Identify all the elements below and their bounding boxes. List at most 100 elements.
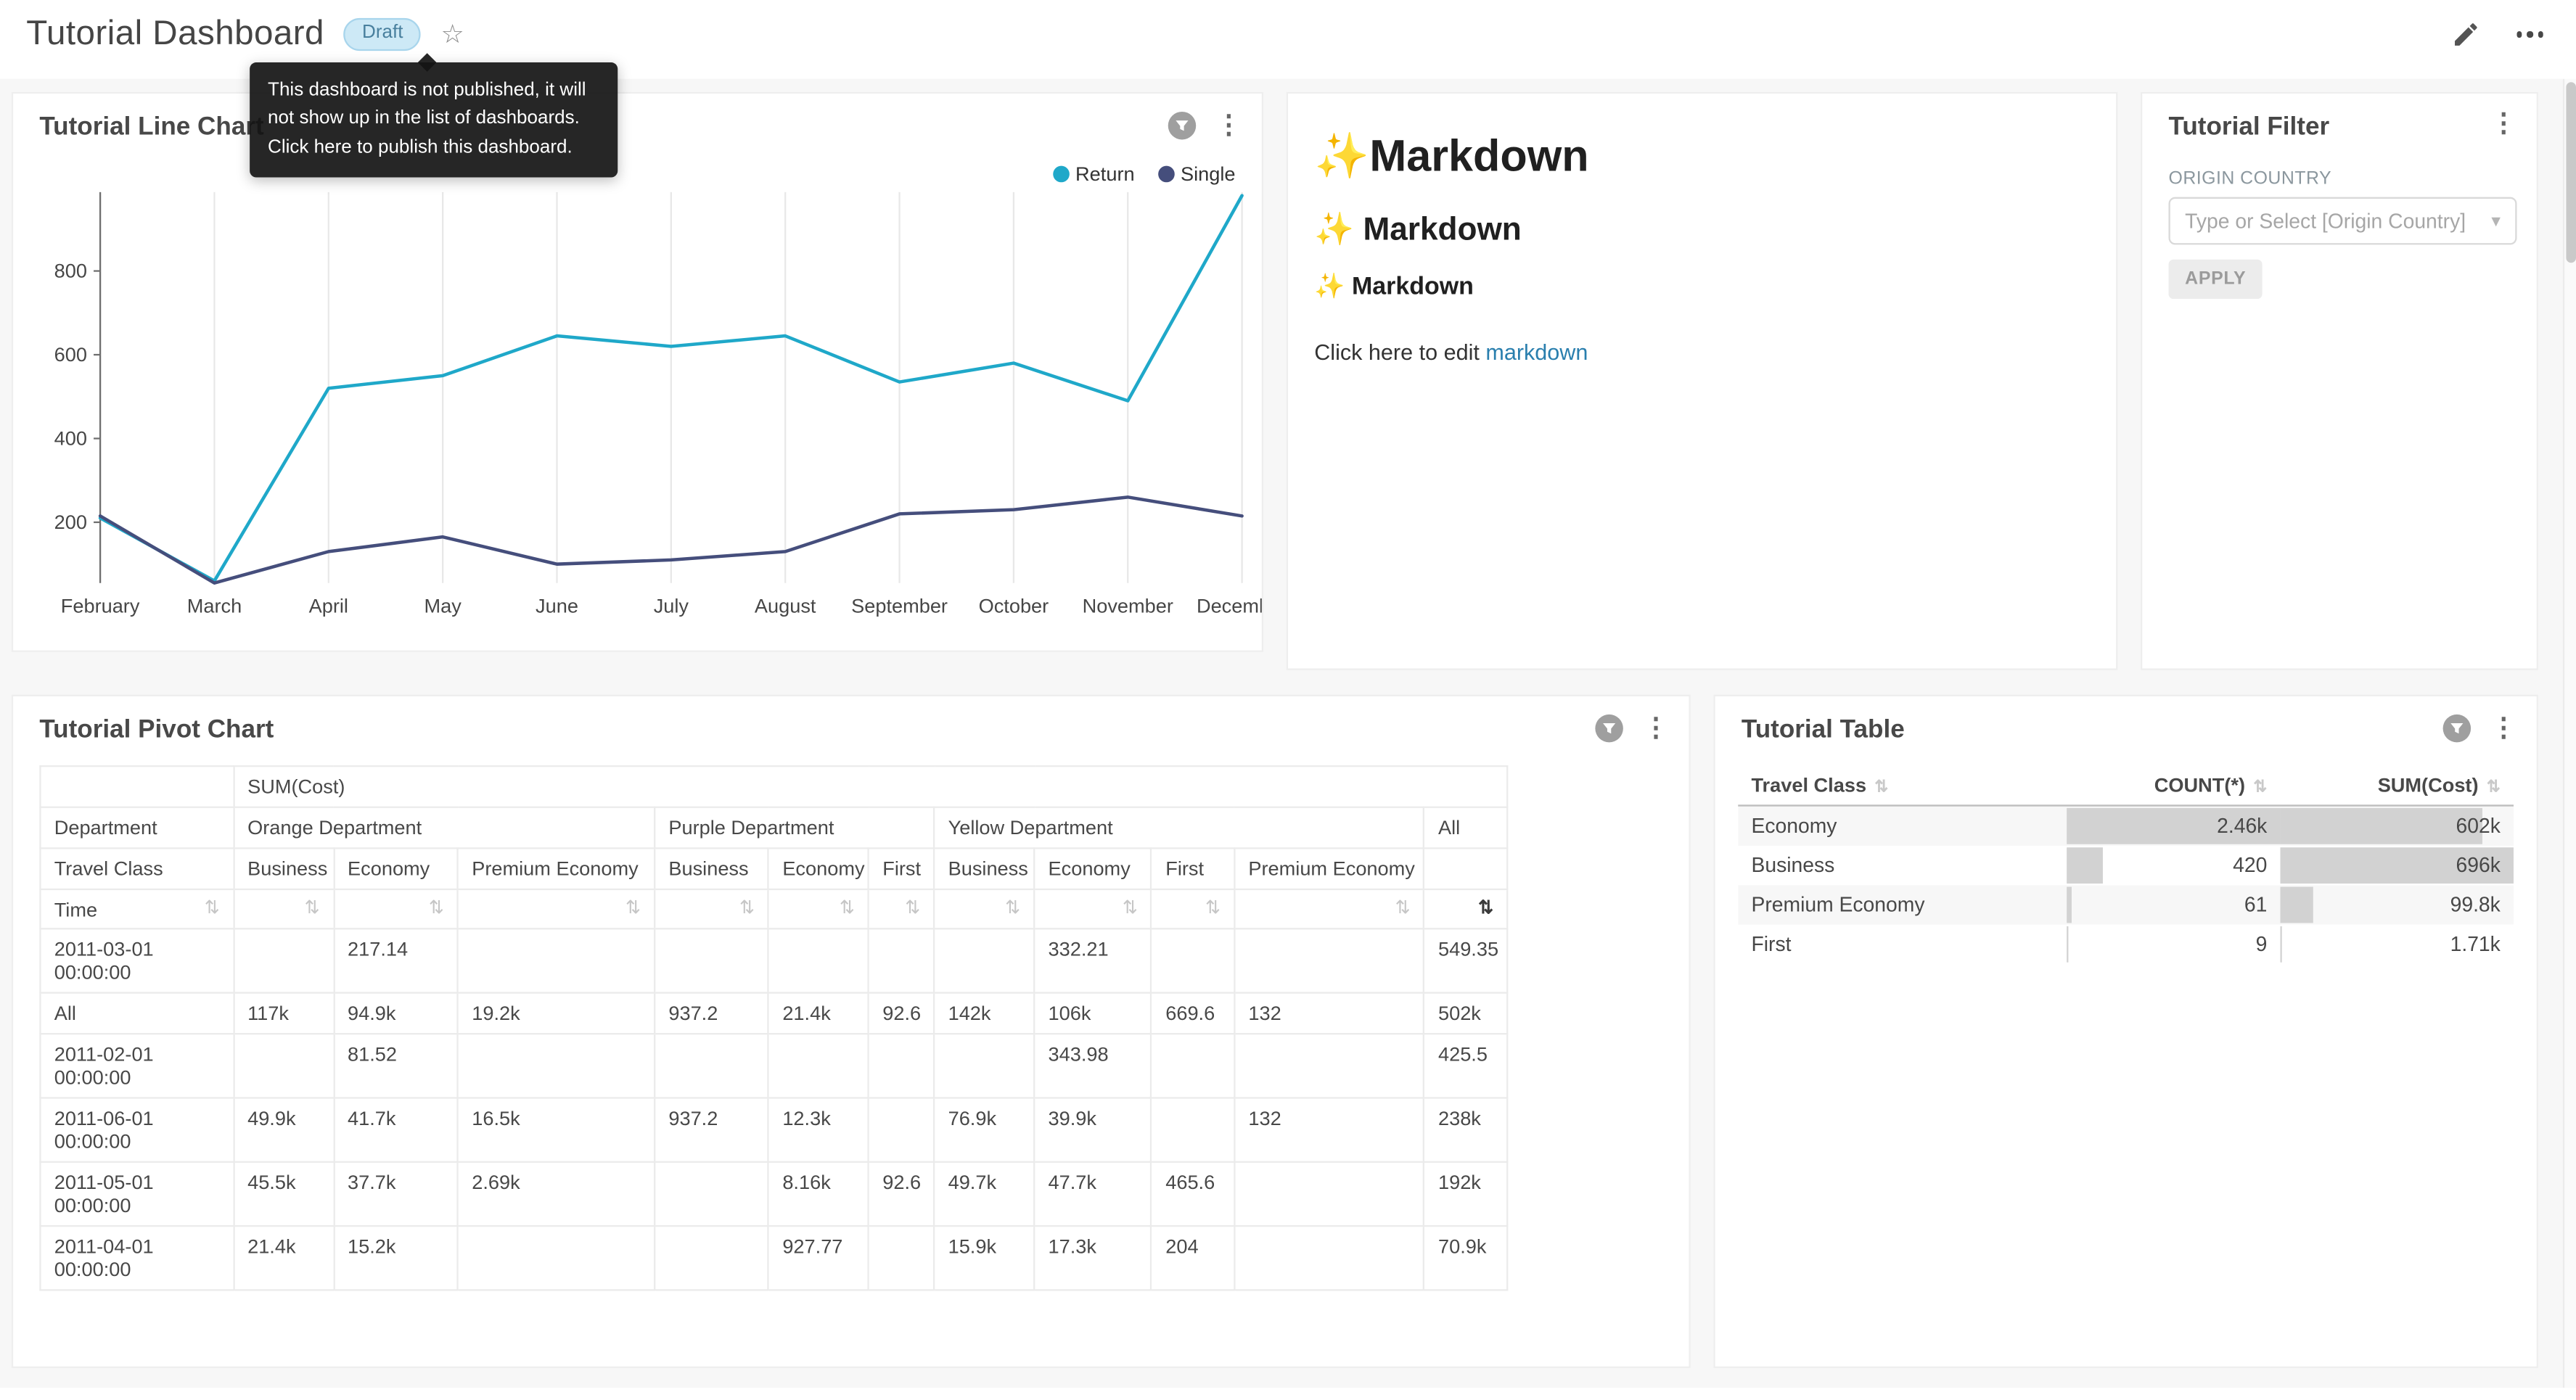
markdown-card[interactable]: ✨Markdown ✨ Markdown ✨ Markdown Click he… <box>1287 94 2117 669</box>
sort-icon[interactable]: ⇅ <box>905 898 921 918</box>
count-cell: 420 <box>2067 845 2280 884</box>
kebab-menu-icon[interactable]: ⋮ <box>1643 713 1670 742</box>
svg-text:200: 200 <box>54 511 87 533</box>
pivot-value-cell <box>232 1033 335 1099</box>
cell-value: 1.71k <box>2450 931 2501 955</box>
pivot-card-icons: ⋮ <box>1595 713 1670 743</box>
sort-icon[interactable]: ⇅ <box>2253 778 2268 797</box>
pivot-corner-cell <box>39 765 234 808</box>
pivot-value-cell: 37.7k <box>332 1161 459 1227</box>
pivot-sort-cell: ⇅ <box>1033 888 1153 930</box>
pivot-value-cell <box>867 1224 935 1291</box>
filter-indicator-icon[interactable] <box>1168 111 1197 140</box>
sort-icon[interactable]: ⇅ <box>1005 898 1021 918</box>
kebab-menu-icon[interactable]: ⋮ <box>2490 110 2517 139</box>
more-options-icon[interactable] <box>2516 25 2543 44</box>
pivot-value-cell: 192k <box>1423 1161 1509 1227</box>
sort-icon[interactable]: ⇅ <box>625 898 641 918</box>
scrollbar-thumb[interactable] <box>2566 82 2576 263</box>
table-column-header[interactable]: SUM(Cost) ⇅ <box>2280 765 2514 807</box>
pivot-value-cell: 142k <box>933 992 1035 1035</box>
scrollbar[interactable] <box>2562 78 2576 1399</box>
table-row[interactable]: Premium Economy 61 99.8k <box>1738 884 2514 924</box>
apply-button[interactable]: APPLY <box>2168 259 2263 300</box>
line-chart-title: Tutorial Line Chart <box>39 113 264 141</box>
publish-tooltip[interactable]: This dashboard is not published, it will… <box>250 53 618 177</box>
legend-item[interactable]: Return <box>1052 162 1135 186</box>
sum-cell: 602k <box>2280 806 2513 845</box>
pivot-table: SUM(Cost) Department Orange Department Purp… <box>39 765 1509 1291</box>
sort-icon[interactable]: ⇅ <box>204 897 220 918</box>
svg-text:October: October <box>979 594 1049 617</box>
cell-value: 9 <box>2255 931 2268 955</box>
table-row[interactable]: Economy 2.46k 602k <box>1738 805 2514 845</box>
pivot-time-text: Time <box>54 897 98 921</box>
pivot-value-cell: 465.6 <box>1150 1161 1236 1227</box>
sort-icon[interactable]: ⇅ <box>839 898 855 918</box>
pivot-column-header: Economy <box>1033 847 1153 891</box>
pivot-sort-cell: ⇅ <box>456 888 656 930</box>
svg-text:December: December <box>1197 594 1262 617</box>
pivot-row-label: All <box>39 992 234 1035</box>
svg-text:February: February <box>61 594 140 617</box>
sort-icon[interactable]: ⇅ <box>1205 898 1221 918</box>
markdown-edit-link[interactable]: markdown <box>1485 339 1588 365</box>
legend-item[interactable]: Single <box>1157 162 1236 186</box>
pivot-value-cell: 937.2 <box>653 1097 770 1163</box>
sort-icon[interactable]: ⇅ <box>1874 778 1889 797</box>
table-column-header[interactable]: COUNT(*) ⇅ <box>2067 765 2281 807</box>
pivot-group-header: Yellow Department <box>933 806 1425 849</box>
value-bar <box>2280 807 2482 844</box>
filter-indicator-icon[interactable] <box>2442 714 2472 743</box>
sort-icon[interactable]: ⇅ <box>1395 898 1411 918</box>
tooltip-line: not show up in the list of dashboards. <box>268 108 580 129</box>
svg-text:April: April <box>309 594 348 617</box>
markdown-body: ✨Markdown ✨ Markdown ✨ Markdown Click he… <box>1288 94 2116 365</box>
sort-icon[interactable]: ⇅ <box>739 898 755 918</box>
pivot-value-cell <box>1150 928 1236 994</box>
pivot-sort-cell: ⇅ <box>1150 888 1236 930</box>
filter-indicator-icon[interactable] <box>1595 714 1623 743</box>
pivot-value-cell: 15.2k <box>332 1224 459 1291</box>
table-column-label: Travel Class <box>1751 773 1867 797</box>
pivot-value-cell: 204 <box>1150 1224 1236 1291</box>
favorite-star-icon[interactable]: ☆ <box>440 21 465 49</box>
table-row[interactable]: Business 420 696k <box>1738 845 2514 884</box>
pivot-value-cell <box>867 1033 935 1099</box>
svg-text:August: August <box>755 594 816 617</box>
value-bar <box>2280 925 2281 962</box>
sort-icon[interactable]: ⇅ <box>2486 778 2501 797</box>
sort-icon[interactable]: ⇅ <box>304 898 320 918</box>
sort-icon[interactable]: ⇅ <box>428 898 444 918</box>
table-column-label: COUNT(*) <box>2154 773 2246 797</box>
edit-dashboard-icon[interactable] <box>2450 20 2480 49</box>
table-row[interactable]: First 9 1.71k <box>1738 924 2514 963</box>
sort-icon[interactable]: ⇅ <box>1122 898 1138 918</box>
pivot-value-cell <box>1234 1161 1425 1227</box>
pivot-row: All 117k 94.9k 19.2k 937.2 21.4k 92.6 142k 106k 6… <box>39 992 1509 1035</box>
kebab-menu-icon[interactable]: ⋮ <box>2490 713 2517 742</box>
sort-icon[interactable]: ⇅ <box>1478 898 1494 918</box>
tooltip-line: This dashboard is not published, it will <box>268 80 586 101</box>
pivot-value-cell <box>456 1224 656 1291</box>
svg-text:July: July <box>654 594 689 617</box>
pivot-row: 2011-02-01 00:00:00 81.52 343.98 425.5 <box>39 1033 1509 1099</box>
select-placeholder: Type or Select [Origin Country] <box>2185 209 2466 233</box>
sparkles-icon: ✨ <box>1314 272 1345 301</box>
svg-text:May: May <box>424 594 462 617</box>
pivot-row-label: 2011-05-01 00:00:00 <box>39 1161 234 1227</box>
pivot-column-header: First <box>1150 847 1236 891</box>
pivot-value-cell <box>867 1097 935 1163</box>
pivot-value-cell <box>933 1033 1035 1099</box>
kebab-menu-icon[interactable]: ⋮ <box>1215 110 1242 139</box>
pivot-value-cell <box>767 1033 870 1099</box>
draft-badge[interactable]: Draft <box>344 18 422 51</box>
origin-country-select[interactable]: Type or Select [Origin Country] ▾ <box>2168 197 2517 245</box>
pivot-value-cell <box>1234 928 1425 994</box>
markdown-h2: ✨ Markdown <box>1314 212 1522 248</box>
cell-value: 61 <box>2244 892 2268 916</box>
table-card-title: Tutorial Table <box>1741 716 1905 744</box>
count-cell: 2.46k <box>2067 806 2281 845</box>
table-column-header[interactable]: Travel Class ⇅ <box>1738 765 2067 807</box>
pivot-column-header: Business <box>232 847 335 891</box>
